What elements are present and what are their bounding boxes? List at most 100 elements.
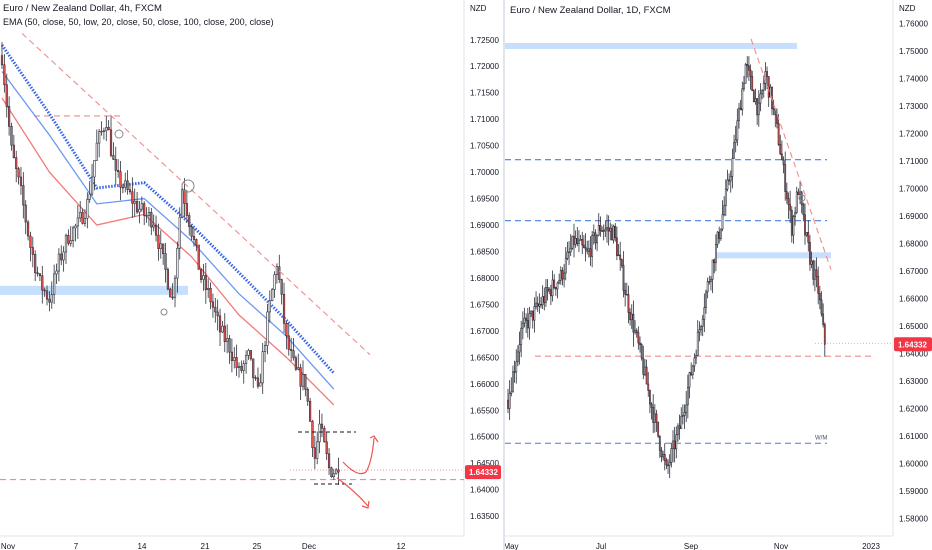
candle-body <box>756 98 759 116</box>
candle-body <box>157 234 160 249</box>
downtrend-line[interactable] <box>21 33 371 356</box>
candle-body <box>12 144 15 158</box>
price-tick-label: 1.63000 <box>899 377 928 386</box>
candle-body <box>166 269 170 290</box>
candle-body <box>746 64 749 67</box>
candle-body <box>754 98 757 103</box>
candle-body <box>102 130 106 132</box>
swing-high-marker[interactable] <box>114 129 124 139</box>
candle-body <box>551 279 554 297</box>
candle-body <box>818 293 821 301</box>
candle-body <box>41 275 44 291</box>
candle-body <box>703 307 706 320</box>
last-price-tag[interactable] <box>894 337 932 352</box>
price-tick-label: 1.68000 <box>899 240 928 249</box>
price-tick-label: 1.66000 <box>470 380 499 389</box>
candle-body <box>62 251 65 261</box>
candle-body <box>181 189 184 218</box>
candle-body <box>327 453 331 468</box>
candle-body <box>126 180 129 191</box>
candle-body <box>797 191 800 195</box>
swing-low-marker[interactable] <box>160 308 168 316</box>
candle-body <box>705 291 707 308</box>
candle-body <box>38 273 42 277</box>
candle-body <box>817 276 820 294</box>
price-tick-label: 1.71000 <box>899 157 928 166</box>
candle-body <box>86 199 89 219</box>
right-chart-canvas[interactable]: NZD 1.76000 1.75000 1.74000 1.73000 1.72000 1.… <box>505 0 932 550</box>
candle-body <box>515 361 518 373</box>
left-chart-title: Euro / New Zealand Dollar, 4h, FXCM <box>3 3 162 14</box>
left-chart-canvas[interactable]: NZD 1.72500 1.72000 1.71500 1.71000 1.70500 1.… <box>0 0 503 550</box>
price-tick-label: 1.70000 <box>470 168 499 177</box>
candle-body <box>535 302 537 307</box>
price-tick-label: 1.64500 <box>470 459 499 468</box>
swing-high-marker[interactable] <box>798 194 806 202</box>
candle-body <box>556 282 559 290</box>
candle-body <box>150 212 153 228</box>
candle-body <box>242 363 245 371</box>
candle-body <box>690 372 693 376</box>
bullish-projection-arrow[interactable] <box>342 437 375 475</box>
candle-body <box>523 317 526 324</box>
candle-body <box>533 306 536 321</box>
candle-body <box>147 212 151 216</box>
candle-body <box>211 301 215 308</box>
candle-body <box>507 399 509 409</box>
candle-body <box>526 320 529 329</box>
swing-high-marker[interactable] <box>181 179 195 193</box>
candle-body <box>640 344 643 359</box>
candle-body <box>143 203 146 216</box>
price-tick-label: 1.65000 <box>899 322 928 331</box>
candle-body <box>235 357 238 368</box>
candle-body <box>521 322 524 329</box>
candle-body <box>630 313 633 321</box>
ema-line <box>1 71 335 390</box>
support-resistance-zone[interactable] <box>505 42 797 49</box>
ema-indicator-legend[interactable]: EMA (50, close, 50, low, 20, close, 50, … <box>3 17 274 27</box>
candle-body <box>226 338 229 342</box>
candle-body <box>192 236 196 240</box>
price-tick-label: 1.64000 <box>899 349 928 358</box>
candle-body <box>19 176 23 186</box>
candle-body <box>164 253 167 270</box>
candle-body <box>772 108 775 110</box>
candle-body <box>72 227 75 241</box>
candle-body <box>680 415 683 429</box>
time-tick-label: 14 <box>138 542 147 550</box>
candle-body <box>767 76 770 98</box>
candle-body <box>520 327 523 345</box>
candle-body <box>627 294 630 313</box>
candle-body <box>83 217 87 224</box>
candle-body <box>133 201 136 204</box>
candle-body <box>721 214 724 230</box>
support-resistance-zone[interactable] <box>0 285 188 295</box>
candle-body <box>17 168 20 178</box>
candle-body <box>566 251 569 259</box>
candle-body <box>601 230 603 232</box>
support-resistance-zone[interactable] <box>715 252 831 259</box>
candle-body <box>214 306 217 313</box>
last-price-tag[interactable] <box>465 465 501 480</box>
candle-body <box>124 180 127 188</box>
candle-body <box>0 55 4 66</box>
panel-divider[interactable] <box>503 0 505 550</box>
candle-body <box>820 299 823 315</box>
candle-body <box>280 279 283 295</box>
candle-body <box>639 342 641 345</box>
candle-body <box>512 371 514 393</box>
price-tick-label: 1.69000 <box>899 212 928 221</box>
candle-body <box>209 287 212 303</box>
candle-body <box>657 421 660 437</box>
downtrend-line[interactable] <box>750 38 832 270</box>
right-chart-title: Euro / New Zealand Dollar, 1D, FXCM <box>510 5 671 16</box>
candle-body <box>812 260 815 280</box>
candle-body <box>60 253 63 261</box>
candle-body <box>518 344 521 353</box>
candle-body <box>100 130 103 133</box>
bearish-projection-arrow[interactable] <box>336 477 369 507</box>
candle-body <box>584 247 587 250</box>
candle-body <box>682 415 684 417</box>
candle-body <box>751 76 754 91</box>
